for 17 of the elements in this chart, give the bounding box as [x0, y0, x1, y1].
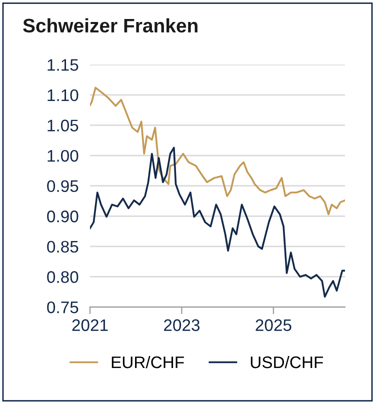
y-tick-label: 0.95 — [47, 180, 78, 192]
y-tick-label: 1.10 — [48, 89, 78, 102]
y-tick-label: 1.15 — [48, 59, 78, 71]
x-tick-label: 2025 — [256, 319, 292, 332]
y-tick-label: 0.85 — [47, 240, 78, 253]
line-series — [90, 86, 345, 216]
line-series — [90, 146, 345, 298]
legend-label: EUR/CHF — [112, 356, 184, 368]
legend-label: USD/CHF — [250, 356, 324, 368]
y-tick-label: 0.80 — [47, 271, 78, 283]
x-tick-label: 2021 — [72, 319, 108, 332]
x-tick-label: 2023 — [164, 319, 200, 332]
y-tick-label: 0.75 — [47, 301, 78, 314]
y-tick-label: 0.90 — [47, 210, 78, 222]
y-tick-label: 1.00 — [48, 150, 78, 162]
y-tick-label: 1.05 — [48, 120, 78, 132]
chart-title: Schweizer Franken — [23, 18, 198, 33]
